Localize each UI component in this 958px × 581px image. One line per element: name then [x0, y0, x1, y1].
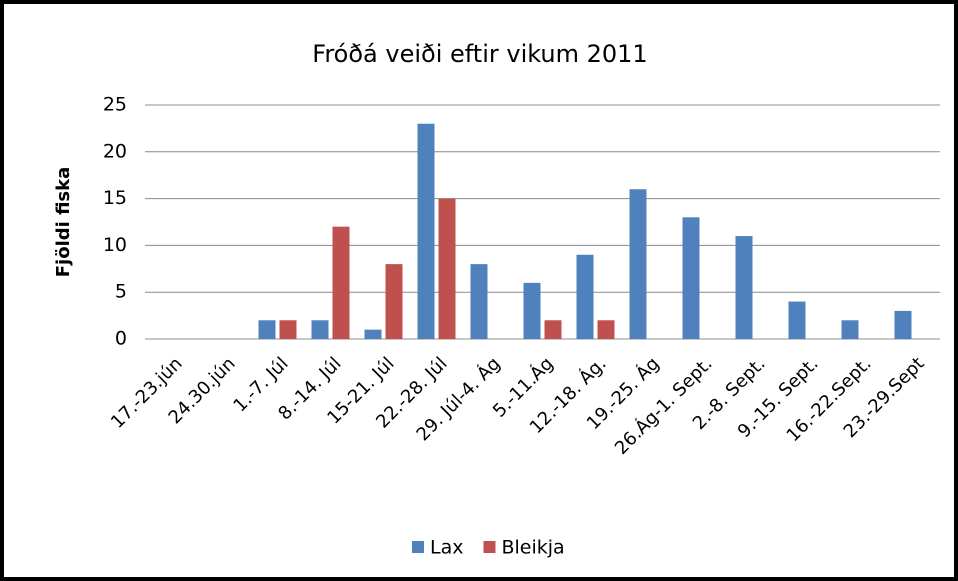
bar	[735, 236, 753, 339]
legend-swatch	[412, 541, 424, 553]
bar	[682, 217, 700, 339]
bar	[597, 320, 615, 339]
bar	[417, 123, 435, 339]
bar	[470, 264, 488, 339]
bar	[332, 226, 350, 339]
chart-title: Fróðá veiði eftir vikum 2011	[312, 40, 647, 68]
bar	[364, 329, 382, 339]
bar	[788, 301, 806, 339]
y-axis-label: Fjöldi fiska	[53, 167, 74, 278]
bar	[311, 320, 329, 339]
legend-label: Lax	[430, 537, 463, 559]
bar	[279, 320, 297, 339]
bar	[438, 198, 456, 339]
bar	[629, 189, 647, 339]
bar	[258, 320, 276, 339]
bar	[544, 320, 562, 339]
legend-label: Bleikja	[501, 537, 564, 559]
legend-swatch	[483, 541, 496, 553]
bar	[841, 320, 859, 339]
y-tick-label: 5	[115, 281, 127, 303]
bar	[523, 282, 541, 339]
y-tick-label: 25	[103, 94, 127, 116]
bar	[385, 264, 403, 339]
y-tick-label: 20	[103, 140, 127, 162]
y-tick-label: 10	[103, 234, 127, 256]
y-tick-label: 15	[103, 187, 127, 209]
bar	[576, 254, 594, 339]
y-tick-label: 0	[115, 328, 127, 350]
bar	[894, 310, 912, 339]
